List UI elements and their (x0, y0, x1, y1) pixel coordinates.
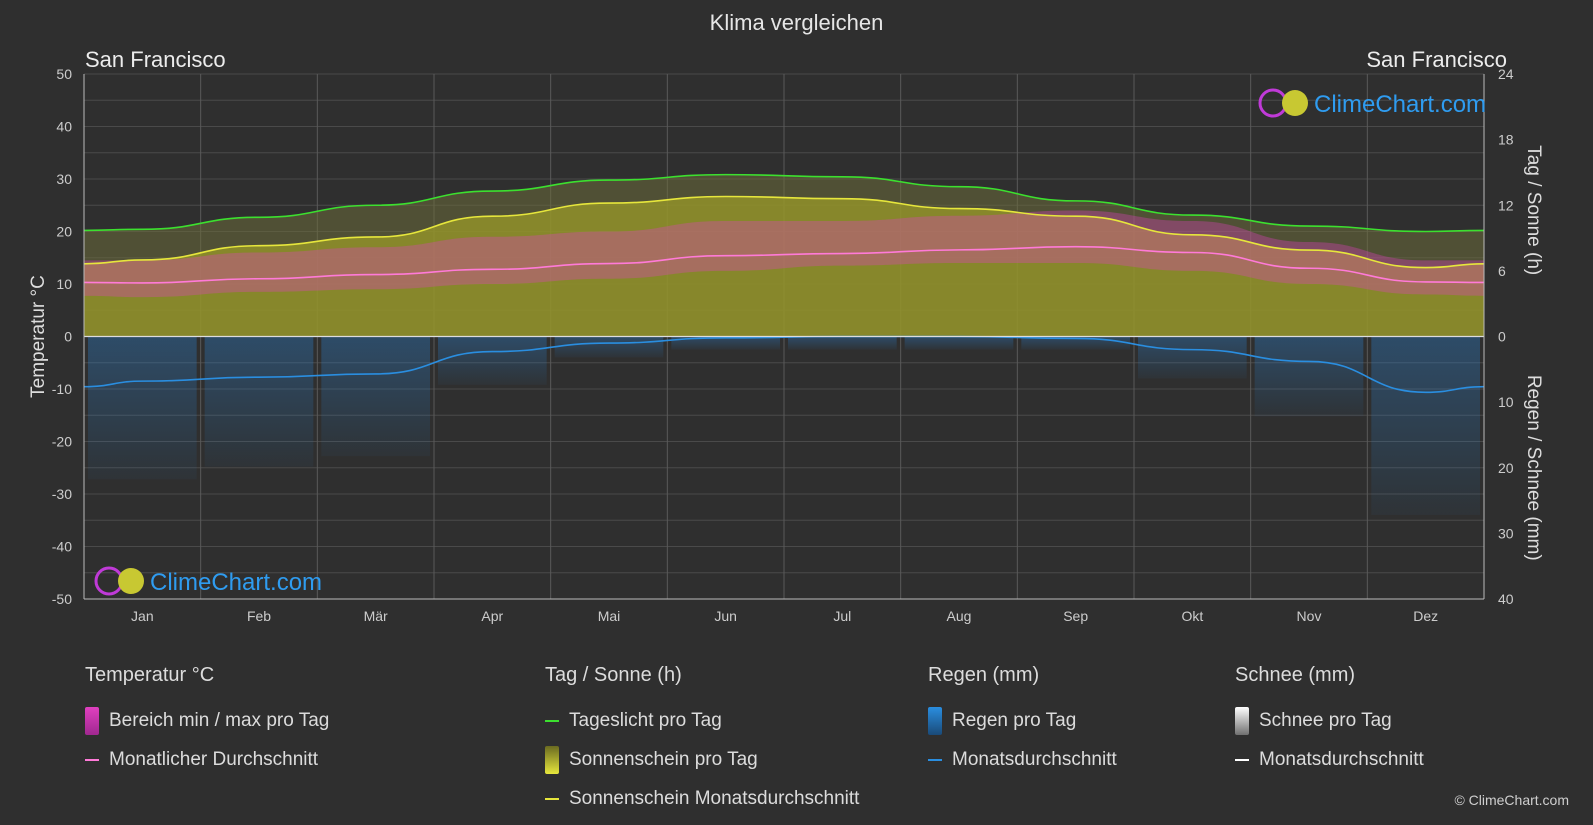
rain-bar (321, 336, 430, 457)
left-tick-label: -20 (52, 434, 72, 450)
rain-bar (1371, 336, 1480, 515)
legend-rain: Regen (mm) Regen pro Tag Monatsdurchschn… (928, 664, 1117, 779)
legend-item: Monatsdurchschnitt (928, 740, 1117, 779)
left-tick-label: 0 (64, 329, 72, 345)
rain-bar (904, 336, 1014, 350)
left-tick-label: -50 (52, 591, 72, 607)
left-tick-label: 20 (56, 224, 72, 240)
left-tick-label: 40 (56, 119, 72, 135)
legend-item: Bereich min / max pro Tag (85, 701, 329, 740)
snow-swatch (1235, 706, 1249, 735)
right-top-tick-label: 18 (1498, 132, 1514, 148)
logo-sun-icon (118, 568, 144, 594)
right-top-tick-label: 12 (1498, 197, 1514, 213)
line-swatch (928, 758, 942, 761)
month-label: Nov (1297, 608, 1322, 624)
legend-item: Sonnenschein pro Tag (545, 740, 859, 779)
right-top-tick-label: 6 (1498, 263, 1506, 279)
month-label: Jun (714, 608, 737, 624)
month-label: Okt (1181, 608, 1203, 624)
month-label: Sep (1063, 608, 1088, 624)
legend-item: Monatsdurchschnitt (1235, 740, 1424, 779)
rain-bar (671, 336, 780, 350)
month-label: Feb (247, 608, 271, 624)
legend-item: Regen pro Tag (928, 701, 1117, 740)
rain-bar (88, 336, 197, 480)
legend-item: Sonnenschein Monatsdurchschnitt (545, 779, 859, 818)
left-tick-label: 50 (56, 66, 72, 82)
rain-bar (204, 336, 314, 467)
legend-snow: Schnee (mm) Schnee pro Tag Monatsdurchsc… (1235, 664, 1424, 779)
legend-header: Tag / Sonne (h) (545, 664, 682, 686)
month-label: Apr (481, 608, 503, 624)
climate-chart: 50 40 30 20 10 0 -10 -20 -30 -40 -50 24 18 12 6 0 10 20 30… (28, 66, 1544, 624)
line-swatch (85, 758, 99, 761)
logo-text: ClimeChart.com (1314, 91, 1486, 118)
line-swatch (545, 719, 559, 722)
right-bottom-axis-title: Regen / Schnee (mm) (1523, 375, 1544, 561)
legend-header: Temperatur °C (85, 664, 215, 686)
month-label: Dez (1413, 608, 1438, 624)
month-label: Jan (131, 608, 154, 624)
line-swatch (545, 797, 559, 800)
copyright: © ClimeChart.com (1454, 792, 1569, 808)
rain-bar (1138, 336, 1247, 379)
logo-text: ClimeChart.com (150, 569, 322, 596)
range-swatch (85, 706, 99, 735)
right-bottom-tick-label: 30 (1498, 525, 1514, 541)
left-tick-label: 10 (56, 276, 72, 292)
brand-logo-top: ClimeChart.com (1258, 88, 1486, 118)
rain-bar (788, 336, 897, 350)
rain-bar (1254, 336, 1364, 417)
brand-logo-bottom: ClimeChart.com (94, 566, 322, 596)
location-left: San Francisco (85, 47, 226, 72)
legend-item: Tageslicht pro Tag (545, 701, 859, 740)
sunshine-avg-line (83, 195, 1485, 269)
left-tick-label: 30 (56, 171, 72, 187)
right-bottom-tick-label: 10 (1498, 394, 1514, 410)
daylight-line (83, 173, 1485, 233)
right-bottom-tick-label: 20 (1498, 460, 1514, 476)
line-swatch (1235, 758, 1249, 761)
right-bottom-tick-label: 40 (1498, 591, 1514, 607)
legend-item: Schnee pro Tag (1235, 701, 1424, 740)
right-top-tick-label: 24 (1498, 66, 1514, 82)
rain-bar (554, 336, 664, 358)
legend-header: Regen (mm) (928, 664, 1040, 686)
legend-temperature: Temperatur °C Bereich min / max pro Tag … (85, 664, 329, 779)
left-tick-label: -10 (52, 381, 72, 397)
sunshine-area (84, 196, 1484, 337)
month-label: Jul (833, 608, 851, 624)
legend-header: Schnee (mm) (1235, 664, 1356, 686)
axes: 50 40 30 20 10 0 -10 -20 -30 -40 -50 24 18 12 6 0 10 20 30… (28, 66, 1544, 624)
data-fills (84, 174, 1484, 515)
rain-bar (438, 336, 547, 385)
location-right: San Francisco (1366, 47, 1507, 72)
left-tick-label: -40 (52, 539, 72, 555)
legend-sun: Tag / Sonne (h) Tageslicht pro Tag Sonne… (545, 664, 859, 818)
month-label: Aug (947, 608, 972, 624)
sunshine-swatch (545, 745, 559, 774)
left-axis-title: Temperatur °C (28, 275, 49, 398)
month-label: Mär (364, 608, 388, 624)
data-lines (83, 173, 1485, 394)
chart-title: Klima vergleichen (709, 10, 884, 35)
month-label: Mai (598, 608, 621, 624)
rain-swatch (928, 706, 942, 735)
left-tick-label: -30 (52, 486, 72, 502)
logo-sun-icon (1282, 90, 1308, 116)
right-top-axis-title: Tag / Sonne (h) (1523, 145, 1544, 275)
right-top-tick-label: 0 (1498, 329, 1506, 345)
legend-item: Monatlicher Durchschnitt (85, 740, 329, 779)
temperature-avg-line (83, 245, 1485, 284)
